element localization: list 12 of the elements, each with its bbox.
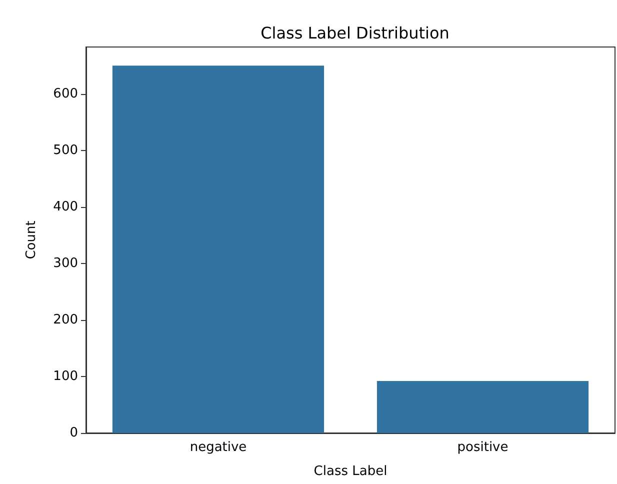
x-axis-title: Class Label: [314, 464, 388, 479]
y-tick-label: 200: [53, 312, 78, 328]
y-tick-label: 0: [70, 426, 78, 440]
y-tick-label: 300: [53, 256, 78, 271]
chart-title: Class Label Distribution: [260, 24, 450, 42]
x-tick-label: positive: [457, 440, 508, 455]
y-tick-label: 500: [53, 142, 78, 158]
x-tick-label: negative: [190, 440, 247, 455]
y-tick-label: 600: [53, 86, 78, 102]
y-tick-label: 400: [53, 199, 78, 214]
y-axis-title: Count: [24, 220, 39, 260]
y-tick-label: 100: [53, 368, 78, 384]
